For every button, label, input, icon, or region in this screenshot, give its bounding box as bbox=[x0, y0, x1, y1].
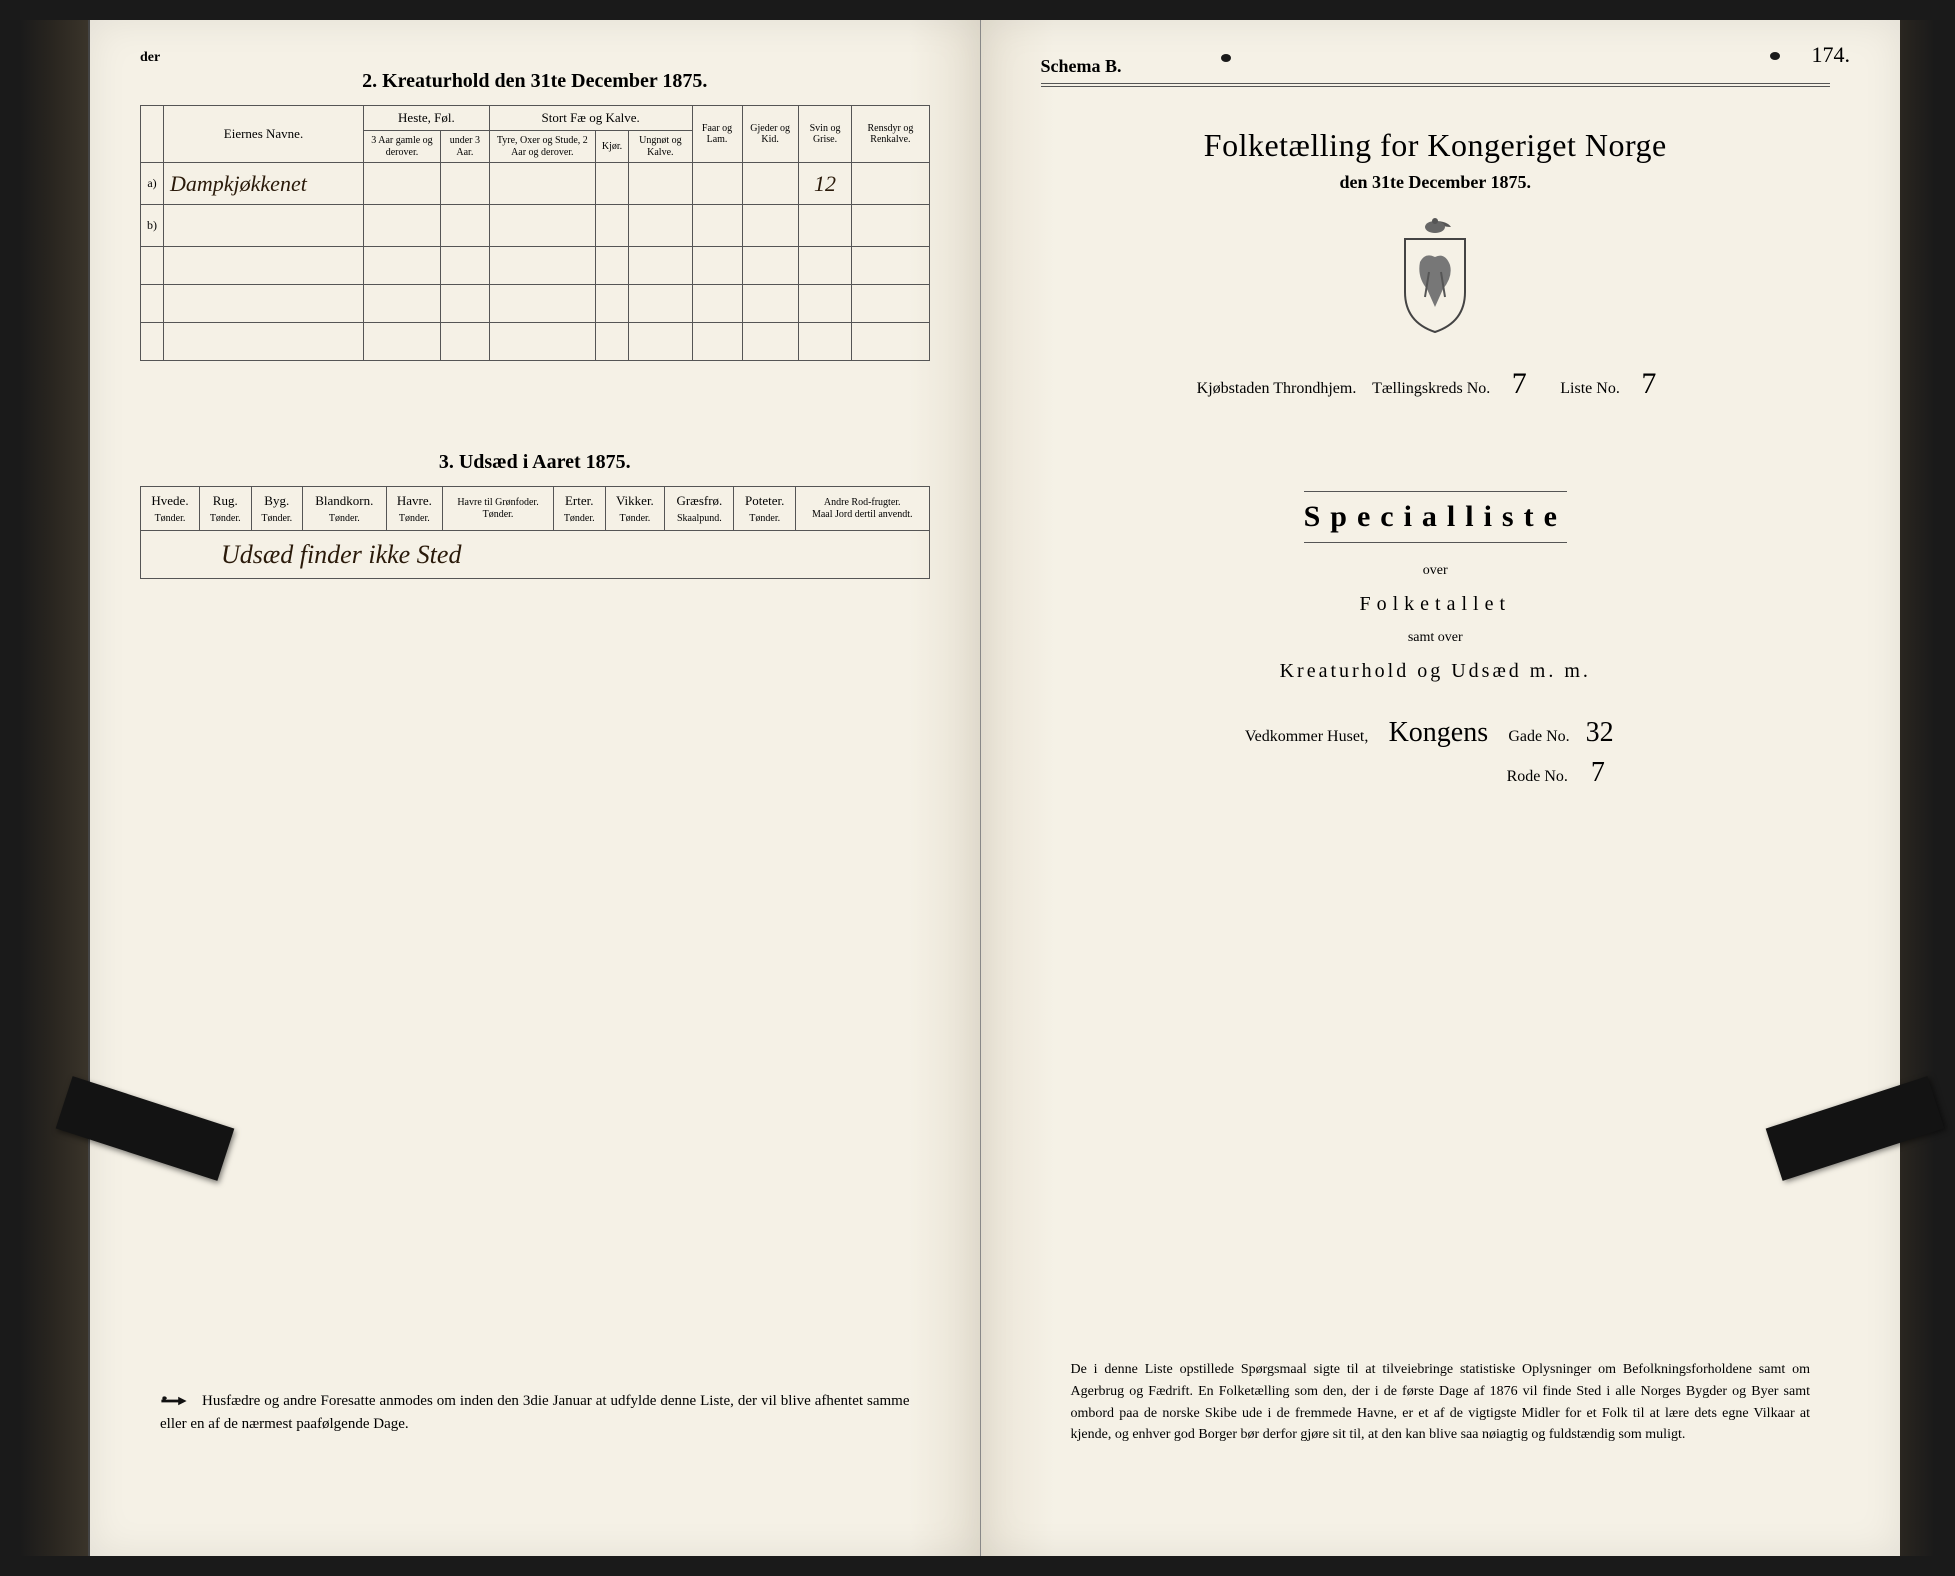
table-row: b) bbox=[141, 205, 930, 247]
table-row bbox=[141, 285, 930, 323]
col-blandkorn: Blandkorn.Tønder. bbox=[303, 487, 387, 531]
col-hvede: Hvede.Tønder. bbox=[141, 487, 200, 531]
liste-no: 7 bbox=[1632, 367, 1666, 401]
footer-note: Husfædre og andre Foresatte anmodes om i… bbox=[160, 1390, 910, 1437]
section2-title: 2. Kreaturhold den 31te December 1875. bbox=[140, 70, 930, 93]
kreatur-label: Kreaturhold og Udsæd m. m. bbox=[1041, 660, 1831, 683]
table-row bbox=[141, 247, 930, 285]
speck-icon bbox=[1770, 52, 1780, 60]
over-label: over bbox=[1041, 563, 1831, 579]
book-binding bbox=[20, 20, 90, 1556]
col-havre-gron: Havre til Grønfoder.Tønder. bbox=[443, 487, 554, 531]
col-andre: Andre Rod-frugter.Maal Jord dertil anven… bbox=[795, 487, 929, 531]
table-row: a) Dampkjøkkenet 12 bbox=[141, 163, 930, 205]
page-number: 174. bbox=[1812, 42, 1851, 68]
right-page: 174. Schema B. Folketælling for Kongerig… bbox=[981, 20, 1901, 1556]
rode-no: 7 bbox=[1578, 757, 1618, 789]
col-faar: Faar og Lam. bbox=[692, 106, 742, 163]
sub-tyre: Tyre, Oxer og Stude, 2 Aar og derover. bbox=[489, 131, 595, 163]
left-page: der 2. Kreaturhold den 31te December 187… bbox=[90, 20, 981, 1556]
coat-of-arms-icon bbox=[1385, 217, 1485, 337]
taellingskreds-no: 7 bbox=[1502, 367, 1536, 401]
col-rug: Rug.Tønder. bbox=[199, 487, 251, 531]
row-a-marker: a) bbox=[141, 163, 164, 205]
divider bbox=[1041, 83, 1831, 87]
census-date: den 31te December 1875. bbox=[1041, 172, 1831, 193]
col-stort: Stort Fæ og Kalve. bbox=[489, 106, 692, 131]
gade-no: 32 bbox=[1580, 717, 1620, 749]
col-vikker: Vikker.Tønder. bbox=[605, 487, 665, 531]
folketallet-label: Folketallet bbox=[1041, 593, 1831, 616]
udsaed-table: Hvede.Tønder. Rug.Tønder. Byg.Tønder. Bl… bbox=[140, 486, 930, 579]
kreaturhold-table: Eiernes Navne. Heste, Føl. Stort Fæ og K… bbox=[140, 105, 930, 361]
samt-label: samt over bbox=[1041, 630, 1831, 646]
col-eiernes: Eiernes Navne. bbox=[164, 106, 364, 163]
sub-under3: under 3 Aar. bbox=[440, 131, 489, 163]
kreds-line: Kjøbstaden Throndhjem. Tællingskreds No.… bbox=[1041, 367, 1831, 401]
col-havre: Havre.Tønder. bbox=[386, 487, 442, 531]
sub-kjor: Kjør. bbox=[595, 131, 628, 163]
schema-label: Schema B. bbox=[1041, 56, 1831, 77]
col-erter: Erter.Tønder. bbox=[553, 487, 605, 531]
udsaed-text: Udsæd finder ikke Sted bbox=[141, 531, 930, 579]
speck-icon bbox=[1221, 54, 1231, 62]
col-byg: Byg.Tønder. bbox=[251, 487, 303, 531]
gade-name: Kongens bbox=[1378, 717, 1498, 749]
section3-title: 3. Udsæd i Aaret 1875. bbox=[140, 451, 930, 474]
table-row: Udsæd finder ikke Sted bbox=[141, 531, 930, 579]
col-svin: Svin og Grise. bbox=[798, 106, 852, 163]
der-label: der bbox=[140, 50, 930, 66]
col-gjeder: Gjeder og Kid. bbox=[742, 106, 798, 163]
col-heste: Heste, Føl. bbox=[364, 106, 490, 131]
bottom-paragraph: De i denne Liste opstillede Spørgsmaal s… bbox=[1071, 1359, 1811, 1446]
col-poteter: Poteter.Tønder. bbox=[734, 487, 796, 531]
book-spread: der 2. Kreaturhold den 31te December 187… bbox=[20, 20, 1935, 1556]
specialliste-heading: Specialliste bbox=[1304, 491, 1567, 543]
col-rensdyr: Rensdyr og Renkalve. bbox=[852, 106, 929, 163]
row-b-marker: b) bbox=[141, 205, 164, 247]
sub-3aar: 3 Aar gamle og derover. bbox=[364, 131, 441, 163]
row-a-name: Dampkjøkkenet bbox=[164, 163, 364, 205]
sub-ungnot: Ungnøt og Kalve. bbox=[629, 131, 692, 163]
book-edge bbox=[1900, 20, 1935, 1556]
row-a-svin: 12 bbox=[798, 163, 852, 205]
pointing-hand-icon bbox=[160, 1392, 188, 1410]
census-title: Folketælling for Kongeriget Norge bbox=[1041, 127, 1831, 164]
col-graesfro: Græsfrø.Skaalpund. bbox=[665, 487, 734, 531]
table-row bbox=[141, 323, 930, 361]
vedkommer-line: Vedkommer Huset, Kongens Gade No. 32 bbox=[1041, 717, 1831, 749]
